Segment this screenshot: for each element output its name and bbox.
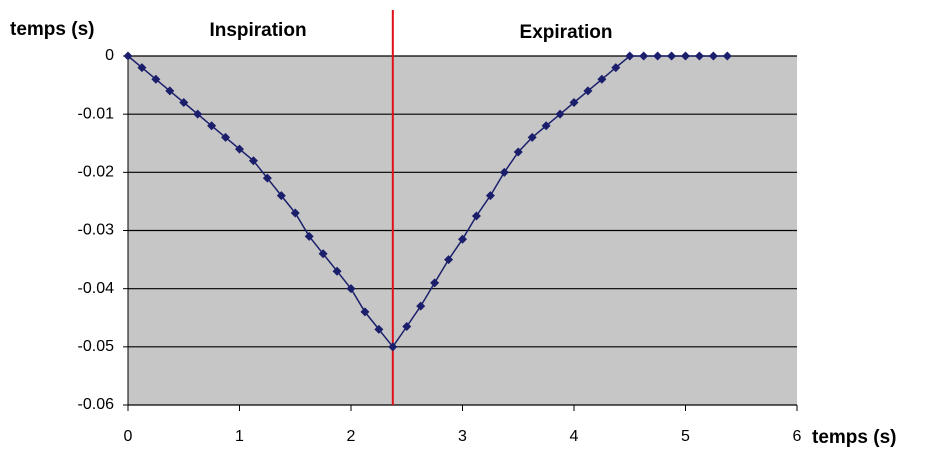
data-marker <box>332 266 342 276</box>
data-marker <box>471 211 481 221</box>
data-marker <box>402 321 412 331</box>
x-axis-label: temps (s) <box>812 427 896 448</box>
data-marker <box>262 173 272 183</box>
annotation: Inspiration <box>209 20 306 41</box>
y-tick-label: -0.01 <box>78 105 115 122</box>
data-marker <box>625 51 635 61</box>
data-marker <box>276 191 286 201</box>
data-marker <box>681 51 690 61</box>
data-marker <box>430 278 440 288</box>
data-marker <box>248 156 258 166</box>
data-marker <box>541 121 551 131</box>
data-marker <box>318 249 328 259</box>
x-tick-label: 0 <box>124 428 133 445</box>
data-marker <box>583 86 593 96</box>
data-marker <box>179 98 189 108</box>
data-marker <box>527 132 537 142</box>
data-marker <box>165 86 175 96</box>
x-tick-label: 1 <box>235 428 244 445</box>
y-tick-label: -0.03 <box>78 222 115 239</box>
data-marker <box>499 167 509 177</box>
data-marker <box>388 342 398 352</box>
data-marker <box>221 132 231 142</box>
data-marker <box>555 109 565 119</box>
data-marker <box>458 234 467 244</box>
annotation: Expiration <box>520 22 613 43</box>
y-tick-label: 0 <box>105 47 114 64</box>
data-marker <box>137 63 147 73</box>
data-marker <box>694 51 704 61</box>
y-axis-label: temps (s) <box>10 19 94 40</box>
data-marker <box>346 284 356 294</box>
data-marker <box>304 231 314 241</box>
data-marker <box>639 51 649 61</box>
data-marker <box>151 74 161 84</box>
data-marker <box>485 191 495 201</box>
y-tick-label: -0.05 <box>78 338 115 355</box>
data-marker <box>207 121 217 131</box>
data-marker <box>513 147 523 157</box>
data-marker <box>569 98 579 108</box>
data-marker <box>123 51 133 61</box>
data-marker <box>235 144 244 154</box>
data-marker <box>290 208 300 218</box>
data-marker <box>722 51 732 61</box>
data-marker <box>374 324 384 334</box>
data-marker <box>597 74 607 84</box>
x-tick-label: 5 <box>681 428 690 445</box>
data-marker <box>444 255 454 265</box>
x-tick-label: 2 <box>347 428 356 445</box>
y-tick-label: -0.04 <box>78 280 115 297</box>
x-tick-label: 6 <box>793 428 802 445</box>
x-tick-label: 4 <box>570 428 579 445</box>
y-tick-label: -0.06 <box>78 396 115 413</box>
data-marker <box>667 51 677 61</box>
data-marker <box>416 301 426 311</box>
y-tick-label: -0.02 <box>78 164 115 181</box>
data-marker <box>708 51 718 61</box>
x-tick-label: 3 <box>458 428 467 445</box>
data-marker <box>611 63 621 73</box>
data-marker <box>193 109 203 119</box>
data-marker <box>653 51 663 61</box>
data-marker <box>360 307 370 317</box>
